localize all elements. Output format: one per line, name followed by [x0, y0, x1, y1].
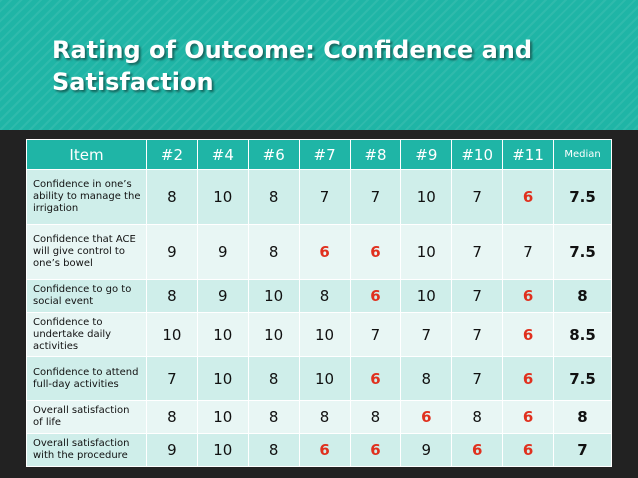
rating-cell: 10: [400, 224, 453, 280]
table-header-row: Item #2 #4 #6 #7 #8 #9 #10 #11 Median: [26, 139, 612, 170]
slide-title: Rating of Outcome: Confidence and Satisf…: [52, 36, 533, 96]
row-item-label: Confidence to attend full-day activities: [26, 356, 147, 401]
median-cell: 7.5: [553, 224, 612, 280]
rating-cell: 6: [502, 356, 554, 401]
table-row: Confidence to go to social event 8 9 10 8 6 10…: [26, 279, 612, 313]
median-cell: 7.5: [553, 169, 612, 225]
rating-cell: 10: [196, 433, 249, 467]
rating-cell: 9: [196, 224, 249, 280]
column-header-patient: #6: [247, 139, 300, 170]
rating-cell: 6: [502, 400, 554, 434]
rating-cell: 10: [196, 169, 249, 225]
rating-cell: 7: [502, 224, 554, 280]
row-item-label: Overall satisfaction of life: [26, 400, 147, 434]
column-header-patient: #8: [349, 139, 402, 170]
rating-cell: 7: [298, 169, 351, 225]
rating-cell: 6: [502, 279, 554, 313]
rating-cell: 6: [298, 224, 351, 280]
rating-cell: 7: [451, 169, 504, 225]
rating-cell: 6: [400, 400, 453, 434]
table-body: Confidence in one’s ability to manage th…: [26, 169, 612, 467]
rating-cell: 10: [247, 312, 300, 357]
column-header-patient: #10: [451, 139, 504, 170]
rating-cell: 8: [247, 224, 300, 280]
rating-cell: 8: [146, 169, 198, 225]
column-header-patient: #9: [400, 139, 453, 170]
rating-cell: 8: [247, 169, 300, 225]
median-cell: 7: [553, 433, 612, 467]
rating-cell: 9: [146, 224, 198, 280]
median-cell: 8: [553, 400, 612, 434]
rating-cell: 7: [146, 356, 198, 401]
rating-cell: 10: [298, 312, 351, 357]
column-header-patient: #2: [146, 139, 198, 170]
ratings-table: Item #2 #4 #6 #7 #8 #9 #10 #11 Median Co…: [26, 139, 612, 467]
row-item-label: Confidence in one’s ability to manage th…: [26, 169, 147, 225]
rating-cell: 6: [349, 279, 402, 313]
table-row: Overall satisfaction with the procedure 9…: [26, 433, 612, 467]
ratings-table-container: Item #2 #4 #6 #7 #8 #9 #10 #11 Median Co…: [26, 139, 612, 467]
column-header-patient: #7: [298, 139, 351, 170]
rating-cell: 6: [349, 224, 402, 280]
rating-cell: 7: [349, 169, 402, 225]
rating-cell: 10: [196, 312, 249, 357]
rating-cell: 10: [400, 279, 453, 313]
column-header-patient: #11: [502, 139, 554, 170]
rating-cell: 8: [400, 356, 453, 401]
median-cell: 7.5: [553, 356, 612, 401]
rating-cell: 7: [400, 312, 453, 357]
rating-cell: 8: [451, 400, 504, 434]
rating-cell: 6: [349, 356, 402, 401]
rating-cell: 8: [247, 400, 300, 434]
rating-cell: 7: [451, 312, 504, 357]
table-row: Confidence to undertake daily activities…: [26, 312, 612, 357]
column-header-patient: #4: [196, 139, 249, 170]
rating-cell: 10: [400, 169, 453, 225]
row-item-label: Confidence to go to social event: [26, 279, 147, 313]
rating-cell: 6: [298, 433, 351, 467]
rating-cell: 9: [400, 433, 453, 467]
rating-cell: 6: [349, 433, 402, 467]
table-row: Confidence in one’s ability to manage th…: [26, 169, 612, 225]
rating-cell: 7: [451, 356, 504, 401]
rating-cell: 6: [451, 433, 504, 467]
row-item-label: Overall satisfaction with the procedure: [26, 433, 147, 467]
rating-cell: 8: [146, 279, 198, 313]
rating-cell: 8: [247, 433, 300, 467]
rating-cell: 8: [349, 400, 402, 434]
rating-cell: 6: [502, 433, 554, 467]
rating-cell: 8: [298, 400, 351, 434]
rating-cell: 8: [298, 279, 351, 313]
table-row: Confidence to attend full-day activities…: [26, 356, 612, 401]
rating-cell: 6: [502, 169, 554, 225]
rating-cell: 10: [196, 400, 249, 434]
rating-cell: 10: [196, 356, 249, 401]
rating-cell: 9: [146, 433, 198, 467]
rating-cell: 7: [451, 279, 504, 313]
rating-cell: 6: [502, 312, 554, 357]
rating-cell: 8: [146, 400, 198, 434]
rating-cell: 10: [146, 312, 198, 357]
median-cell: 8.5: [553, 312, 612, 357]
rating-cell: 10: [247, 279, 300, 313]
rating-cell: 10: [298, 356, 351, 401]
table-row: Confidence that ACE will give control to…: [26, 224, 612, 280]
median-cell: 8: [553, 279, 612, 313]
rating-cell: 8: [247, 356, 300, 401]
rating-cell: 7: [349, 312, 402, 357]
row-item-label: Confidence that ACE will give control to…: [26, 224, 147, 280]
rating-cell: 9: [196, 279, 249, 313]
row-item-label: Confidence to undertake daily activities: [26, 312, 147, 357]
title-banner: Rating of Outcome: Confidence and Satisf…: [0, 0, 638, 130]
column-header-item: Item: [26, 139, 147, 170]
column-header-median: Median: [553, 139, 612, 170]
table-row: Overall satisfaction of life 8 10 8 8 8 6 8 6 8: [26, 400, 612, 434]
rating-cell: 7: [451, 224, 504, 280]
